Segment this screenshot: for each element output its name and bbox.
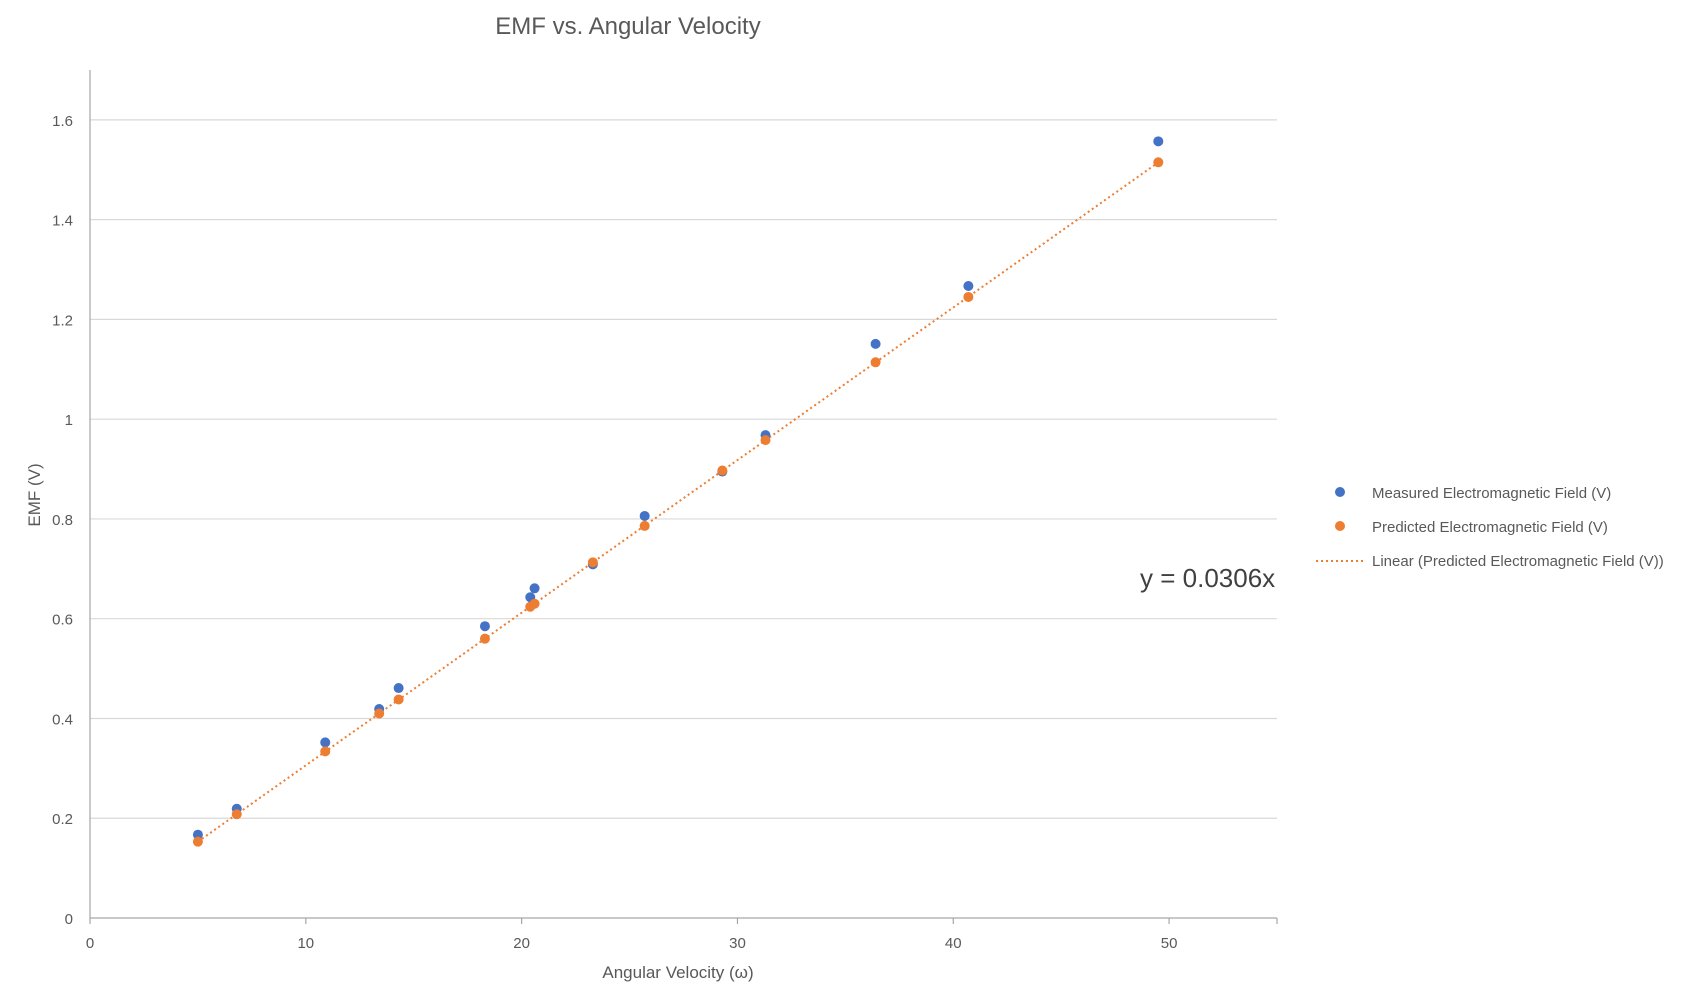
legend-label-predicted: Predicted Electromagnetic Field (V) bbox=[1372, 519, 1608, 536]
measured-point bbox=[529, 583, 540, 594]
measured-point bbox=[320, 737, 331, 748]
y-tick-label: 1 bbox=[65, 412, 73, 429]
measured-point bbox=[479, 621, 490, 632]
data-points bbox=[192, 136, 1164, 847]
y-tick-label: 0.4 bbox=[52, 711, 73, 728]
predicted-point bbox=[479, 633, 490, 644]
y-tick-label: 0.8 bbox=[52, 512, 73, 529]
predicted-point bbox=[529, 598, 540, 609]
predicted-point bbox=[963, 291, 974, 302]
y-tick-label: 0.2 bbox=[52, 811, 73, 828]
x-axis-title: Angular Velocity (ω) bbox=[602, 963, 753, 982]
measured-point bbox=[1153, 136, 1164, 147]
predicted-point bbox=[231, 809, 242, 820]
x-tick-label: 20 bbox=[513, 935, 530, 952]
legend-marker-predicted bbox=[1335, 521, 1345, 531]
y-tick-label: 1.6 bbox=[52, 113, 73, 130]
linear-trendline bbox=[197, 161, 1159, 843]
tick-labels: 0 0.2 0.4 0.6 0.8 1 1.2 1.4 1.6 0 10 20 30 40 50 bbox=[52, 113, 1177, 952]
predicted-point bbox=[1153, 157, 1164, 168]
predicted-point bbox=[717, 465, 728, 476]
predicted-point bbox=[374, 708, 385, 719]
legend-label-trendline: Linear (Predicted Electromagnetic Field … bbox=[1372, 553, 1664, 570]
y-tick-label: 0.6 bbox=[52, 612, 73, 629]
measured-point bbox=[192, 829, 203, 840]
measured-point bbox=[393, 683, 404, 694]
trendline-layer bbox=[197, 161, 1159, 843]
y-tick-label: 0 bbox=[65, 911, 73, 928]
predicted-point bbox=[587, 557, 598, 568]
x-tick-label: 0 bbox=[86, 935, 94, 952]
y-axis-title: EMF (V) bbox=[25, 463, 44, 526]
predicted-point bbox=[320, 746, 331, 757]
measured-point bbox=[870, 338, 881, 349]
gridlines bbox=[90, 119, 1277, 819]
predicted-point bbox=[870, 357, 881, 368]
predicted-point bbox=[192, 836, 203, 847]
x-tick-label: 30 bbox=[729, 935, 746, 952]
measured-point bbox=[639, 510, 650, 521]
predicted-point bbox=[760, 435, 771, 446]
axes bbox=[89, 70, 1278, 924]
x-tick-label: 10 bbox=[297, 935, 314, 952]
predicted-point bbox=[393, 694, 404, 705]
measured-point bbox=[963, 280, 974, 291]
predicted-point bbox=[639, 520, 650, 531]
legend: Measured Electromagnetic Field (V) Predi… bbox=[1316, 485, 1664, 570]
chart-title: EMF vs. Angular Velocity bbox=[495, 13, 760, 40]
legend-label-measured: Measured Electromagnetic Field (V) bbox=[1372, 485, 1611, 502]
y-tick-label: 1.4 bbox=[52, 213, 73, 230]
trendline-equation-label: y = 0.0306x bbox=[1140, 563, 1275, 593]
legend-marker-measured bbox=[1335, 487, 1345, 497]
x-tick-label: 50 bbox=[1161, 935, 1178, 952]
x-tick-label: 40 bbox=[945, 935, 962, 952]
y-tick-label: 1.2 bbox=[52, 312, 73, 329]
